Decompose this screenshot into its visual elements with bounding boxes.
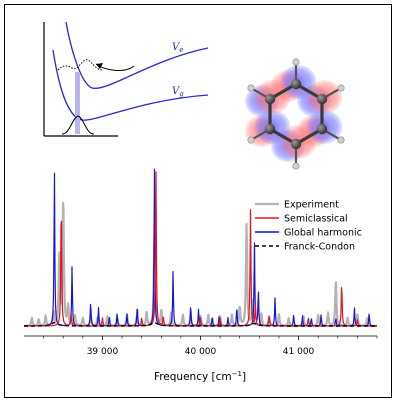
excited-state-label: Ve <box>172 42 183 54</box>
carbon-atom <box>264 93 276 105</box>
hydrogen-atom <box>247 84 255 92</box>
ground-state-label: Vg <box>172 86 184 98</box>
benzene-molecule-orbital-icon <box>245 58 345 170</box>
legend-label-experiment: Experiment <box>284 200 339 211</box>
excitation-arrow <box>75 72 80 134</box>
x-tick-layer: 39 000 40 000 41 000 <box>43 336 378 357</box>
ground-wavepacket <box>61 115 95 135</box>
carbon-atom <box>264 123 276 135</box>
figure-frame <box>4 4 392 398</box>
hydrogen-atom <box>292 58 300 66</box>
x-axis-label: Frequency [cm−1] <box>154 370 246 383</box>
legend-label-global-harmonic: Global harmonic <box>284 228 362 239</box>
legend: Experiment Semiclassical Global harmonic Fr… <box>255 200 362 253</box>
x-tick-label: 39 000 <box>87 347 119 357</box>
arrow-head-icon <box>96 63 103 69</box>
series-experiment <box>23 201 378 327</box>
carbon-atom <box>290 138 302 150</box>
hydrogen-atom <box>247 136 255 144</box>
potential-energy-inset: Ve Vg <box>43 21 209 137</box>
x-tick-label: 41 000 <box>283 347 315 357</box>
hydrogen-atom <box>292 162 300 170</box>
x-tick-label: 40 000 <box>185 347 217 357</box>
carbon-atom <box>290 78 302 90</box>
carbon-atom <box>316 123 328 135</box>
spectrum-plot: 39 000 40 000 41 000 Frequency [cm−1] <box>23 168 378 383</box>
hydrogen-atom <box>337 136 345 144</box>
legend-label-franck-condon: Franck-Condon <box>284 242 355 253</box>
hydrogen-atom <box>337 84 345 92</box>
legend-label-semiclassical: Semiclassical <box>284 214 348 225</box>
series-layer <box>23 168 378 327</box>
series-franck-condon <box>23 322 378 327</box>
excited-state-curve <box>65 21 209 89</box>
carbon-atom <box>316 93 328 105</box>
evolving-wavepacket <box>57 59 103 71</box>
